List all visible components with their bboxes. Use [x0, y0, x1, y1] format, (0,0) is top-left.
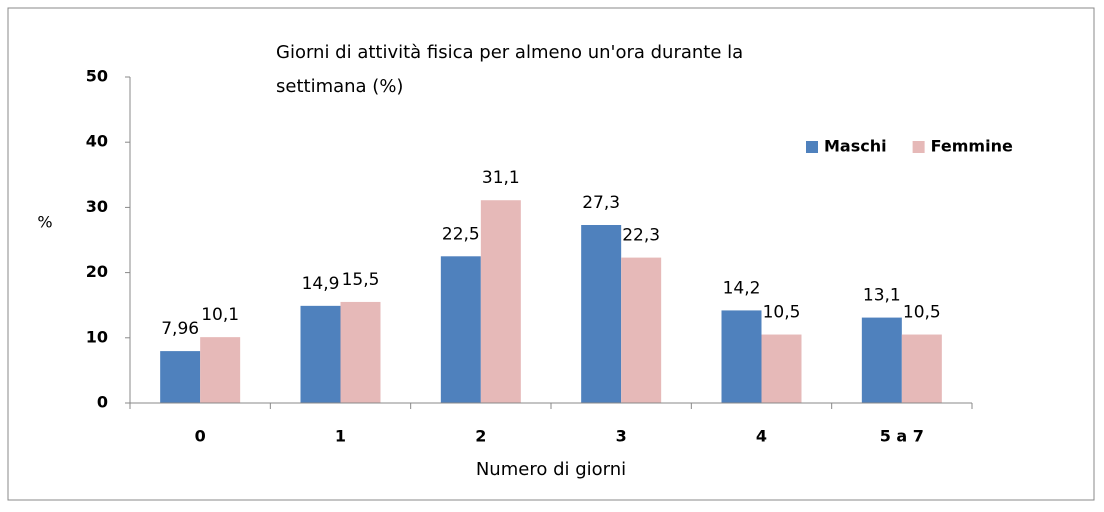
x-tick-label: 2 [475, 427, 486, 446]
x-tick-label: 3 [616, 427, 627, 446]
y-tick-label: 40 [86, 132, 108, 151]
bar [160, 351, 201, 403]
bar [480, 200, 521, 403]
bar [901, 334, 942, 403]
value-label: 14,9 [302, 274, 340, 294]
x-tick-label: 1 [335, 427, 346, 446]
legend-label: Femmine [931, 137, 1013, 156]
x-tick-label: 4 [756, 427, 767, 446]
value-label: 10,5 [903, 303, 941, 323]
legend-label: Maschi [824, 137, 887, 156]
value-label: 14,2 [723, 278, 761, 298]
value-label: 22,3 [622, 226, 660, 246]
bar [200, 337, 241, 403]
y-axis-label: % [37, 213, 52, 232]
value-label: 27,3 [582, 193, 620, 213]
value-label: 22,5 [442, 224, 480, 244]
bar [300, 305, 341, 403]
bar [761, 334, 802, 403]
bar [721, 310, 762, 403]
x-tick-label: 5 a 7 [880, 427, 924, 446]
legend-swatch [912, 141, 925, 153]
bar [340, 301, 381, 403]
value-label: 10,1 [201, 305, 239, 325]
y-tick-label: 50 [86, 67, 108, 86]
chart-frame [7, 7, 1095, 501]
y-tick-label: 10 [86, 327, 108, 346]
x-tick-label: 0 [195, 427, 206, 446]
value-label: 31,1 [482, 168, 520, 188]
value-label: 10,5 [763, 303, 801, 323]
chart-title: Giorni di attività fisica per almeno un'… [276, 42, 744, 97]
value-label: 7,96 [161, 319, 199, 339]
y-tick-label: 30 [86, 197, 108, 216]
x-axis-label: Numero di giorni [476, 459, 626, 480]
y-tick-label: 20 [86, 262, 108, 281]
bar [861, 317, 902, 403]
bar [621, 257, 662, 403]
value-label: 15,5 [342, 270, 380, 290]
bar [440, 256, 481, 403]
bar [581, 225, 622, 403]
value-label: 13,1 [863, 286, 901, 306]
legend-swatch [806, 141, 818, 153]
y-tick-label: 0 [97, 393, 108, 412]
